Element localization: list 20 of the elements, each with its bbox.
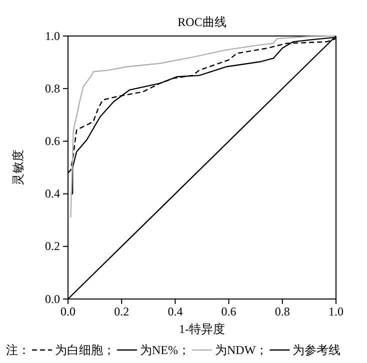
legend-label: 为参考线 — [292, 343, 341, 357]
x-tick-label: 0.8 — [274, 304, 290, 319]
y-tick-label: 0.8 — [45, 81, 60, 96]
y-tick-label: 0.2 — [45, 239, 60, 254]
y-tick-label: 0.0 — [45, 292, 60, 306]
x-tick-label: 0.4 — [168, 304, 183, 319]
legend-label: 为NDW； — [215, 343, 268, 357]
x-tick-label: 0.6 — [221, 304, 236, 319]
x-tick-label: 0.0 — [60, 304, 76, 319]
chart-title: ROC曲线 — [178, 15, 226, 29]
x-tick-label: 0.2 — [114, 304, 130, 319]
x-axis-title: 1-特异度 — [179, 322, 225, 336]
legend-title: 注： — [6, 343, 30, 357]
y-tick-label: 1.0 — [45, 28, 60, 43]
y-tick-label: 0.6 — [45, 134, 60, 148]
legend-label: 为NE%； — [140, 343, 190, 357]
y-axis-title: 灵敏度 — [11, 150, 25, 186]
legend-label: 为白细胞； — [55, 343, 115, 357]
x-tick-label: 1.0 — [328, 304, 344, 319]
y-tick-label: 0.4 — [45, 186, 60, 201]
